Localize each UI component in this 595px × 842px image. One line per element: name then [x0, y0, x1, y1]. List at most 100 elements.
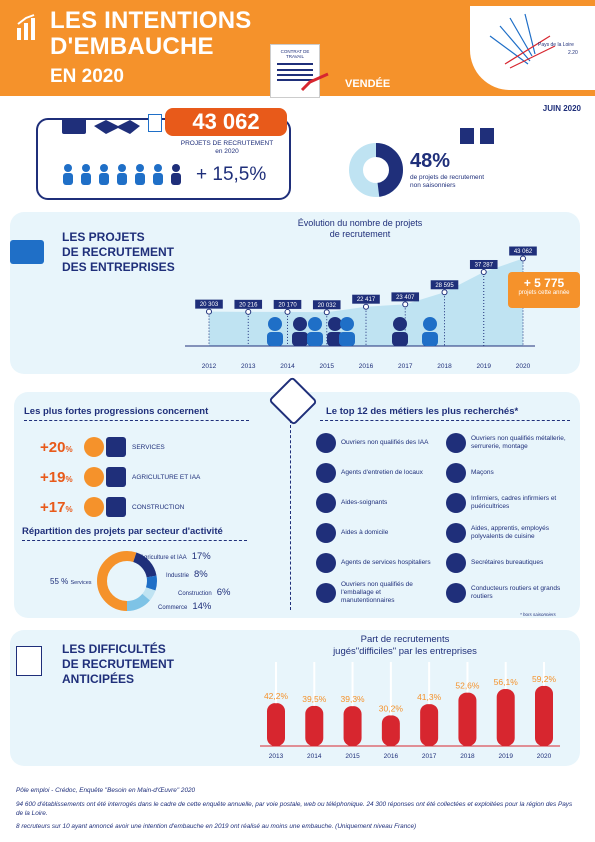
evolution-year-label: 2015 — [320, 363, 335, 370]
repartition-divider — [22, 540, 247, 541]
job-icon — [446, 583, 466, 603]
evolution-value-label: 23 407 — [396, 295, 415, 301]
progression-label: AGRICULTURE ET IAA — [132, 473, 201, 481]
progression-label: SERVICES — [132, 443, 165, 451]
progressions-list: +20% SERVICES +19% AGRICULTURE ET IAA +17% CO… — [40, 432, 260, 522]
people-icons — [63, 164, 181, 185]
region-label: VENDÉE — [345, 78, 391, 90]
evolution-point — [323, 309, 330, 316]
difficulties-value-label: 39,5% — [302, 694, 327, 704]
non-seasonal-donut — [349, 143, 403, 197]
person-body — [117, 173, 127, 185]
arrow-up-icon — [84, 497, 104, 517]
evolution-year-label: 2016 — [359, 363, 374, 370]
progression-unit: % — [65, 504, 73, 514]
sector-legend-item: Construction 6% — [178, 582, 230, 600]
evolution-point — [402, 301, 409, 308]
job-label: Ouvriers non qualifiés métallerie, serru… — [471, 435, 566, 450]
sector-legend-item: Industrie 8% — [166, 564, 208, 582]
difficulties-value-label: 41,3% — [417, 692, 442, 702]
difficulties-value-label: 59,2% — [532, 674, 557, 684]
arrow-up-icon — [84, 467, 104, 487]
difficulties-value-label: 52,6% — [455, 681, 480, 691]
sector-icon — [106, 497, 126, 517]
evolution-value-label: 22 417 — [357, 297, 376, 303]
svg-text:2.20: 2.20 — [568, 50, 578, 56]
briefcase-icon-2 — [10, 240, 44, 264]
sector-slice — [97, 551, 157, 611]
worker-body — [327, 332, 343, 346]
evolution-value-label: 43 062 — [514, 249, 533, 255]
evolution-point — [284, 308, 291, 315]
person-icon — [64, 164, 72, 172]
evolution-label-bg — [391, 292, 420, 302]
progression-pct: +17% — [40, 498, 73, 516]
projects-title-l1: LES PROJETS — [62, 230, 145, 244]
evolution-year-label: 2019 — [477, 363, 492, 370]
job-icon — [316, 523, 336, 543]
metier-right-item: Infirmiers, cadres infirmiers et puéricu… — [446, 488, 576, 518]
worker-icon — [268, 317, 282, 331]
evolution-point — [363, 303, 369, 310]
sector-icon — [106, 437, 126, 457]
form-icon — [16, 646, 42, 676]
metiers-title: Le top 12 des métiers les plus recherché… — [326, 406, 519, 417]
person-body — [171, 173, 181, 185]
projects-year: en 2020 — [215, 148, 239, 155]
evolution-label-bg — [195, 299, 223, 309]
evolution-label-bg — [469, 259, 498, 269]
projects-caption: PROJETS DE RECRUTEMENT en 2020 — [172, 140, 282, 156]
projects-count: 43 062 — [165, 108, 287, 136]
sector-icon — [106, 467, 126, 487]
evolution-label-bg — [430, 280, 459, 290]
progression-unit: % — [65, 444, 73, 454]
worker-body — [292, 332, 308, 346]
pen-icon — [300, 72, 329, 92]
difficulties-bar — [381, 715, 400, 746]
pays-de-la-loire-logo: Pays de la Loire 2.20 — [489, 13, 578, 69]
job-icon — [446, 493, 466, 513]
metier-right-item: Aides, apprentis, employés polyvalents d… — [446, 518, 576, 548]
job-icon — [316, 583, 336, 603]
progression-label: CONSTRUCTION — [132, 503, 185, 511]
worker-icon — [393, 317, 407, 331]
evolution-label-bg — [352, 294, 380, 304]
services-pct: 55 % — [50, 577, 69, 586]
difficulties-title-b: jugés"difficiles" par les entreprises — [333, 646, 477, 657]
projects-title-l2: DE RECRUTEMENT — [62, 245, 175, 259]
projects-title-l3: DES ENTREPRISES — [62, 260, 175, 274]
kpi-panel — [36, 118, 291, 200]
job-icon — [446, 463, 466, 483]
person-icon — [154, 164, 162, 172]
metier-right-item: Ouvriers non qualifiés métallerie, serru… — [446, 428, 576, 458]
job-label: Aides à domicile — [341, 529, 389, 536]
job-icon — [316, 463, 336, 483]
evolution-label-bg — [273, 299, 302, 309]
svg-text:Pays de la Loire: Pays de la Loire — [538, 42, 574, 48]
metier-left-item: Agents de services hospitaliers — [316, 548, 436, 578]
person-body — [153, 173, 163, 185]
difficulties-bar — [458, 692, 477, 746]
evolution-year-label: 2020 — [516, 363, 531, 370]
document-icon-2 — [480, 128, 494, 144]
difficulties-value-label: 30,2% — [379, 703, 404, 713]
job-label: Ouvriers non qualifiés de l'emballage et… — [341, 581, 413, 604]
worker-body — [392, 332, 408, 346]
difficulties-bar — [496, 689, 515, 746]
difficulties-year-label: 2013 — [269, 753, 284, 760]
person-icon — [118, 164, 126, 172]
non-seasonal-pct: 48% — [410, 150, 451, 172]
cv-icon — [148, 114, 162, 132]
non-seasonal-label-2: non saisonniers — [410, 182, 456, 189]
worker-icon — [328, 317, 342, 331]
difficulties-year-label: 2014 — [307, 753, 322, 760]
difficulties-year-label: 2018 — [460, 753, 475, 760]
metiers-title-underline — [320, 420, 570, 421]
footer: Pôle emploi - Crédoc, Enquête "Besoin en… — [16, 786, 576, 831]
evolution-chart-title: Évolution du nombre de projets de recrut… — [260, 218, 460, 240]
job-label: Aides, apprentis, employés polyvalents d… — [471, 525, 550, 540]
sector-legend-label: Agriculture et IAA — [140, 555, 187, 561]
edition-date: JUIN 2020 — [542, 104, 581, 113]
metier-left-item: Aides à domicile — [316, 518, 436, 548]
sector-donut — [97, 551, 157, 611]
